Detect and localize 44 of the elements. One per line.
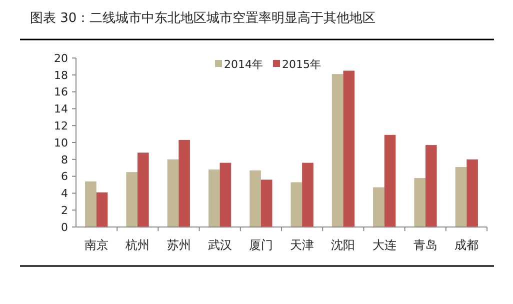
y-tick-label: 10 [54,136,68,150]
bar [455,167,467,227]
bar [414,178,426,227]
bar [220,162,232,227]
bar [208,170,220,227]
x-tick-label: 青岛 [413,238,438,252]
x-tick-label: 武汉 [208,238,232,252]
bar [373,187,384,227]
x-tick-label: 南京 [84,238,109,252]
bar [260,180,272,227]
bar [96,192,108,227]
x-tick-label: 天津 [290,238,314,252]
legend-label: 2015年 [282,58,321,71]
x-tick-label: 大连 [372,238,396,252]
legend-label: 2014年 [224,58,263,71]
y-tick-label: 0 [61,220,68,234]
y-tick-label: 14 [54,102,68,116]
x-tick-label: 苏州 [166,238,191,252]
bar [384,134,396,227]
chart-title: 图表 30：二线城市中东北地区城市空置率明显高于其他地区 [30,10,376,26]
x-tick-label: 成都 [454,238,478,252]
bar [290,182,302,227]
y-tick-label: 4 [61,187,68,200]
x-tick-label: 沈阳 [331,238,356,252]
bar [138,152,149,227]
x-tick-label: 杭州 [124,238,150,252]
y-tick-label: 8 [61,153,68,166]
x-tick-label: 厦门 [248,238,273,252]
bar [85,181,96,227]
y-tick-label: 16 [54,86,68,99]
y-tick-label: 2 [61,204,68,217]
bar [250,170,261,227]
y-tick-label: 6 [61,170,68,184]
bar [178,140,190,227]
y-tick-label: 12 [54,119,68,132]
bar [302,162,314,227]
bar [167,159,179,227]
bar [126,172,138,227]
bar [343,70,355,227]
bar [466,159,478,227]
y-tick-label: 20 [54,52,68,65]
bar [425,145,437,227]
y-tick-label: 18 [54,68,68,82]
bar [332,74,344,227]
